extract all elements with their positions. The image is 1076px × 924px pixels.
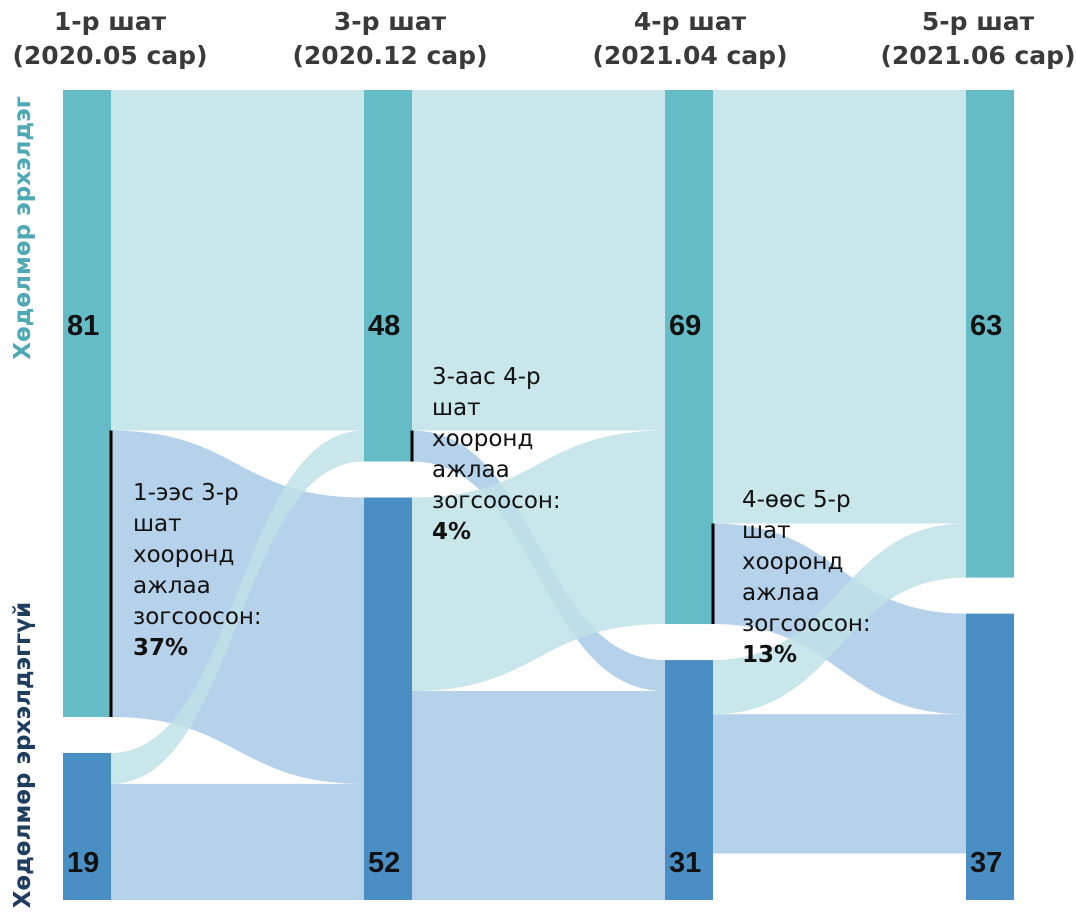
flow-ribbon bbox=[111, 783, 364, 900]
value-label: 81 bbox=[67, 310, 99, 342]
stage-bar bbox=[364, 497, 412, 900]
flow-ribbon bbox=[412, 430, 665, 692]
stage-bar bbox=[364, 90, 412, 462]
value-label: 31 bbox=[669, 847, 701, 879]
annotation-text: 4-өөс 5-р bbox=[742, 487, 851, 513]
value-label: 69 bbox=[669, 310, 701, 342]
row-label: Хөдөлмөр эрхэлдэггүй bbox=[10, 602, 36, 909]
value-label: 52 bbox=[368, 847, 400, 879]
stage-bar bbox=[665, 660, 713, 900]
annotation-emphasis: 37% bbox=[133, 635, 188, 661]
stage-period: (2021.04 сар) bbox=[592, 41, 787, 70]
stage-title: 1-р шат bbox=[54, 7, 167, 36]
annotation-text: ажлаа bbox=[133, 573, 211, 599]
flow-ribbon bbox=[713, 90, 966, 524]
value-label: 48 bbox=[368, 310, 400, 342]
stage-bar bbox=[966, 613, 1014, 900]
flow-ribbon bbox=[412, 90, 665, 431]
stage-title: 5-р шат bbox=[922, 7, 1035, 36]
flow-ribbon bbox=[111, 90, 364, 431]
annotation-text: шат bbox=[742, 518, 791, 544]
stage-period: (2021.06 сар) bbox=[880, 41, 1075, 70]
annotation-text: шат bbox=[133, 511, 182, 537]
annotation-text: шат bbox=[432, 395, 481, 421]
annotation-text: зогсоосон: bbox=[432, 488, 561, 514]
annotation-text: 3-аас 4-р bbox=[432, 364, 541, 390]
value-label: 19 bbox=[67, 847, 99, 879]
flow-ribbon bbox=[111, 430, 364, 784]
flow-ribbon bbox=[412, 691, 665, 900]
annotation-text: зогсоосон: bbox=[742, 611, 871, 637]
stage-title: 4-р шат bbox=[634, 7, 747, 36]
value-label: 63 bbox=[970, 310, 1002, 342]
annotation-text: ажлаа bbox=[742, 580, 820, 606]
stage-period: (2020.05 сар) bbox=[12, 41, 207, 70]
annotation-text: хооронд bbox=[133, 542, 234, 568]
annotation-text: зогсоосон: bbox=[133, 604, 262, 630]
stage-title: 3-р шат bbox=[334, 7, 447, 36]
stage-bar bbox=[966, 90, 1014, 578]
flow-ribbon bbox=[713, 523, 966, 715]
annotation-text: 1-ээс 3-р bbox=[133, 480, 239, 506]
annotation-text: ажлаа bbox=[432, 457, 510, 483]
annotation-text: хооронд bbox=[432, 426, 533, 452]
stage-bar bbox=[665, 90, 713, 625]
annotation-emphasis: 4% bbox=[432, 519, 471, 545]
annotation-emphasis: 13% bbox=[742, 642, 797, 668]
stage-bar bbox=[63, 90, 111, 717]
flow-ribbon bbox=[713, 714, 966, 854]
value-label: 37 bbox=[970, 847, 1002, 879]
row-label: Хөдөлмөр эрхэлдэг bbox=[10, 96, 36, 359]
stage-period: (2020.12 сар) bbox=[292, 41, 487, 70]
stage-bar bbox=[63, 752, 111, 900]
annotation-text: хооронд bbox=[742, 549, 843, 575]
